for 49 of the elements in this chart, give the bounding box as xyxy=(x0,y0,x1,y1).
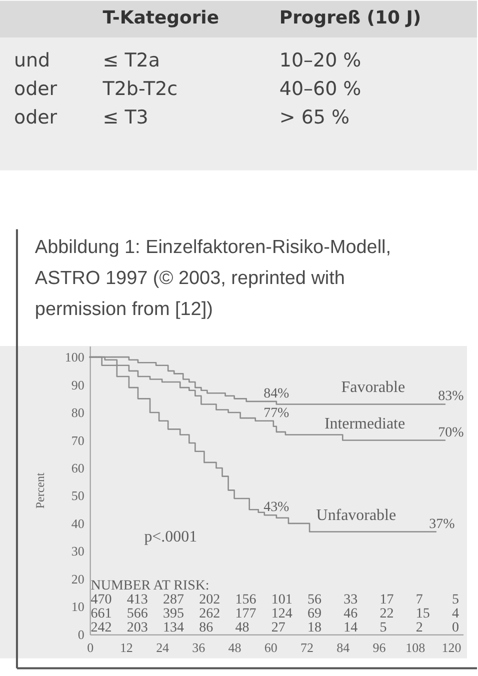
x-tick-label: 108 xyxy=(406,640,426,655)
y-tick-label: 50 xyxy=(71,488,84,504)
text: ≤ T2a xyxy=(102,50,160,72)
x-tick-label: 12 xyxy=(120,640,133,655)
series-label: Favorable xyxy=(341,379,406,396)
chart-title: Abbildung 1: Einzelfaktoren-Risiko-Modell, ASTRO 1997 (© 2003, reprinted with permission from [12]) xyxy=(34,237,392,320)
y-tick-label: 40 xyxy=(71,516,84,531)
x-tick-label: 96 xyxy=(372,640,386,655)
data-label: 84% xyxy=(264,386,290,402)
y-tick-label: 20 xyxy=(71,571,84,586)
text: T2b-T2c xyxy=(102,78,178,100)
y-axis-title: Percent xyxy=(32,472,47,509)
text: 10–20 % xyxy=(279,50,362,72)
x-tick-label: 48 xyxy=(228,640,242,655)
data-label: 77% xyxy=(264,406,290,421)
x-tick-label: 60 xyxy=(264,640,278,655)
text: 661 566 395 262 177 124 69 46 22 15 4 xyxy=(90,606,459,622)
x-tick-label: 72 xyxy=(300,640,314,655)
y-tick-label: 90 xyxy=(71,377,84,392)
series-label: Unfavorable xyxy=(316,506,396,524)
x-tick-label: 0 xyxy=(87,640,94,655)
text: > 65 % xyxy=(279,106,350,128)
text: oder xyxy=(14,78,58,100)
annotation: p<.0001 xyxy=(144,528,198,546)
y-tick-label: 10 xyxy=(71,599,84,614)
x-tick-label: 24 xyxy=(156,640,170,655)
y-tick-label: 30 xyxy=(71,544,84,559)
text: und xyxy=(14,50,50,72)
annotation: NUMBER AT RISK: xyxy=(90,578,210,594)
y-tick-label: 100 xyxy=(64,350,84,365)
text: 40–60 % xyxy=(279,78,362,100)
y-tick-label: 80 xyxy=(71,405,84,420)
category-label: T-Kategorie xyxy=(102,8,220,29)
x-tick-label: 84 xyxy=(336,640,350,655)
data-label: 70% xyxy=(438,425,464,440)
x-tick-label: 36 xyxy=(192,640,206,655)
data-label: 37% xyxy=(429,516,456,532)
y-tick-label: 70 xyxy=(71,432,84,448)
data-label: 83% xyxy=(438,389,464,404)
text: 470 413 287 202 156 101 56 33 17 7 5 xyxy=(90,592,459,608)
series-label: Intermediate xyxy=(324,415,406,432)
text: ≤ T3 xyxy=(102,106,148,128)
y-tick-label: 0 xyxy=(78,626,84,642)
text: 242 203 134 86 48 27 18 14 5 2 0 xyxy=(90,620,459,636)
y-tick-label: 60 xyxy=(71,460,84,476)
data-label: 43% xyxy=(264,500,290,516)
x-tick-label: 120 xyxy=(442,640,462,655)
category-label: Progreß (10 J) xyxy=(279,8,422,29)
text: oder xyxy=(14,106,58,128)
